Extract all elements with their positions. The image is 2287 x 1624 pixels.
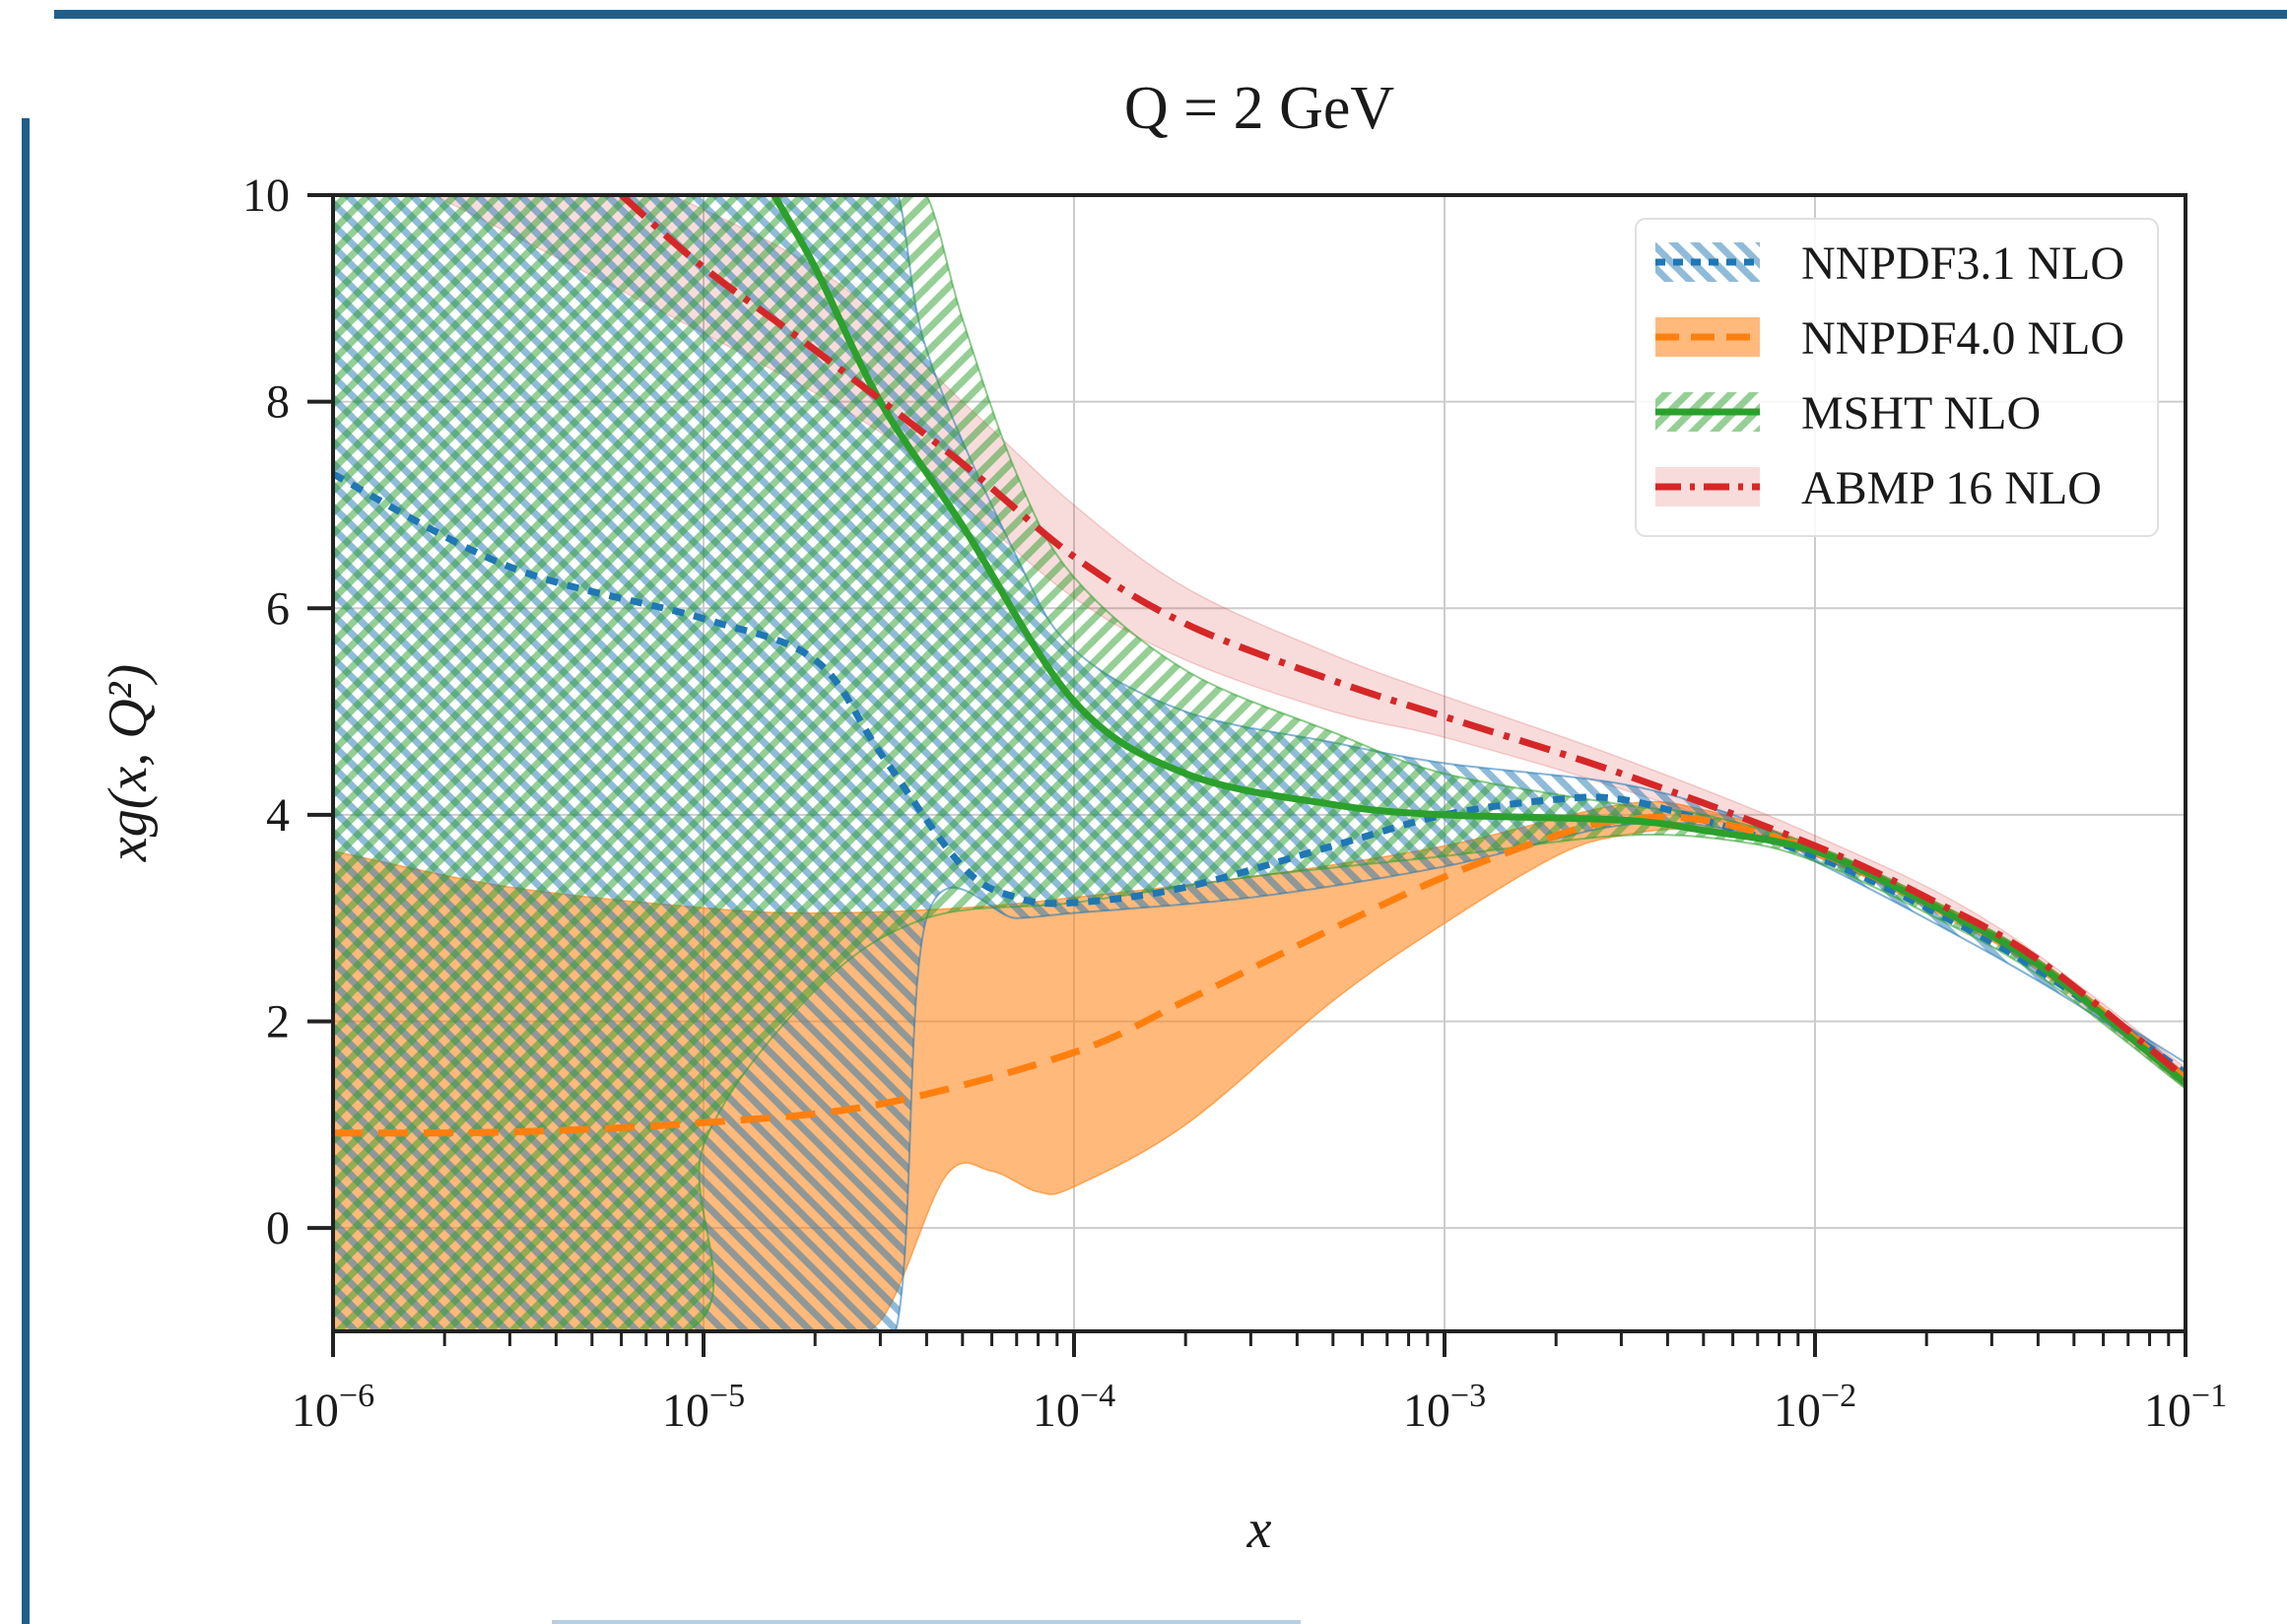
legend-label-0: NNPDF3.1 NLO xyxy=(1801,237,2124,290)
y-tick-label-1: 2 xyxy=(266,996,290,1049)
line-msht-nlo xyxy=(771,195,2186,1087)
y-tick-label-3: 6 xyxy=(266,582,290,635)
x-tick-label-4: 10−2 xyxy=(1774,1378,1856,1437)
legend-label-1: NNPDF4.0 NLO xyxy=(1801,312,2124,365)
legend: NNPDF3.1 NLO NNPDF4.0 NLO MSHT NLO ABMP 16 … xyxy=(1635,218,2159,537)
y-axis-label: xg(x, Q²) xyxy=(98,664,159,862)
axis-tick-labels: 10−6 10−5 10−4 10−3 10−2 10−1 0 2 4 6 8 10 xyxy=(242,169,2227,1437)
x-tick-label-3: 10−3 xyxy=(1403,1378,1486,1437)
legend-swatch-band-0 xyxy=(1655,242,1760,282)
y-tick-label-2: 4 xyxy=(266,789,290,842)
page-left-border xyxy=(22,118,30,1624)
line-nnpdf3-1-nlo xyxy=(333,470,2186,1076)
x-tick-label-0: 10−6 xyxy=(292,1378,374,1437)
x-tick-label-5: 10−1 xyxy=(2144,1378,2227,1437)
plot-frame xyxy=(331,193,2187,1333)
page-bottom-rule xyxy=(552,1620,1301,1624)
legend-label-2: MSHT NLO xyxy=(1801,387,2041,440)
central-lines xyxy=(333,195,2186,1137)
x-axis-label: x xyxy=(1246,1499,1272,1560)
page-top-border xyxy=(54,10,2287,19)
y-tick-label-4: 8 xyxy=(266,376,290,429)
x-tick-label-1: 10−5 xyxy=(662,1378,745,1437)
chart-title: Q = 2 GeV xyxy=(1124,75,1395,142)
axis-ticks xyxy=(307,193,2187,1357)
y-tick-label-0: 0 xyxy=(266,1202,290,1254)
uncertainty-bands xyxy=(333,195,2186,1331)
legend-label-3: ABMP 16 NLO xyxy=(1801,462,2102,514)
y-tick-label-5: 10 xyxy=(242,169,290,222)
x-tick-label-2: 10−4 xyxy=(1033,1378,1115,1437)
legend-box xyxy=(1635,218,2159,537)
line-abmp-16-nlo xyxy=(619,195,2186,1081)
